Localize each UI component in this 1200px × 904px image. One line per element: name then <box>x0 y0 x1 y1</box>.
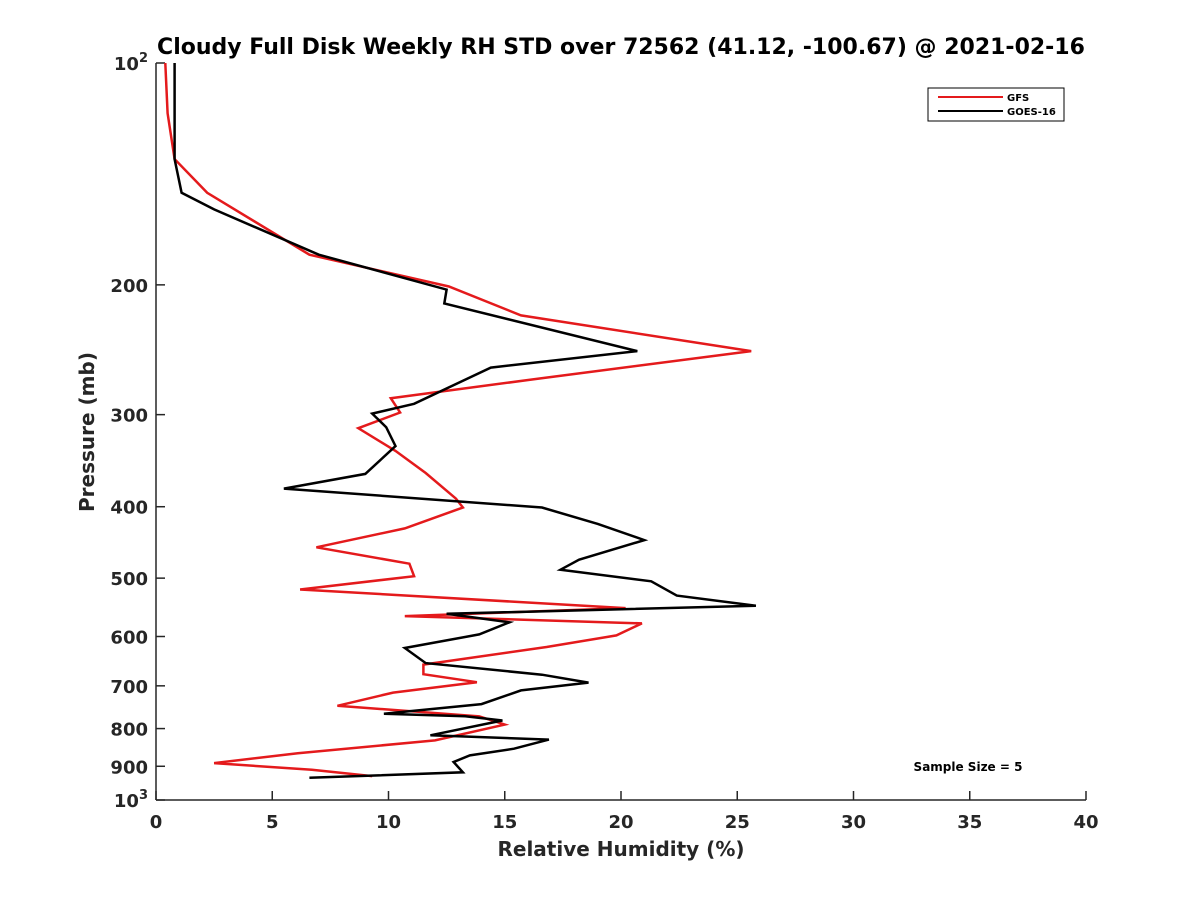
y-tick-label: 500 <box>110 569 148 590</box>
series-line-gfs <box>164 62 752 778</box>
x-axis-label: Relative Humidity (%) <box>497 837 744 861</box>
x-tick-label: 0 <box>150 812 163 833</box>
x-tick-label: 20 <box>608 812 633 833</box>
y-tick-label: 800 <box>110 720 148 741</box>
x-axis-ticks: 0 5 10 15 20 25 30 35 40 <box>150 791 1099 833</box>
series-line-goes-16 <box>173 63 757 780</box>
y-axis-ticks: 102 200 300 400 500 600 700 800 900 103 <box>110 51 165 812</box>
x-tick-label: 40 <box>1073 812 1098 833</box>
series-lines <box>164 62 757 780</box>
sample-size-annotation: Sample Size = 5 <box>914 760 1023 774</box>
legend-label-gfs: GFS <box>1007 93 1029 104</box>
x-tick-label: 30 <box>841 812 866 833</box>
y-tick-label: 200 <box>110 276 148 297</box>
y-tick-label: 300 <box>110 406 148 427</box>
x-tick-label: 35 <box>957 812 982 833</box>
x-tick-label: 15 <box>492 812 517 833</box>
y-tick-label: 400 <box>110 498 148 519</box>
y-tick-label: 700 <box>110 677 148 698</box>
x-tick-label: 5 <box>266 812 279 833</box>
legend-box <box>927 87 1065 122</box>
x-tick-label: 25 <box>725 812 750 833</box>
y-axis-label: Pressure (mb) <box>75 352 99 512</box>
y-tick-label: 600 <box>110 627 148 648</box>
legend: GFS GOES-16 <box>927 87 1065 122</box>
chart-title: Cloudy Full Disk Weekly RH STD over 7256… <box>157 35 1085 60</box>
x-tick-label: 10 <box>376 812 401 833</box>
y-tick-label: 103 <box>114 788 148 812</box>
y-tick-label: 102 <box>114 51 148 75</box>
legend-label-goes16: GOES-16 <box>1007 107 1056 118</box>
y-tick-label: 900 <box>110 757 148 778</box>
